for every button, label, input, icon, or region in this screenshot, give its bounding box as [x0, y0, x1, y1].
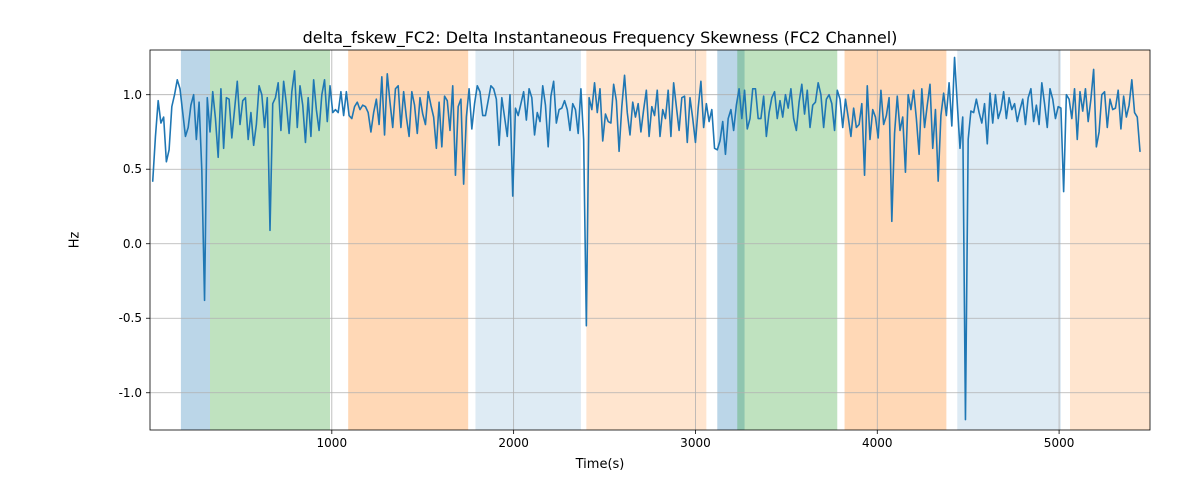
xtick-label: 2000 [498, 436, 529, 450]
plot-area [0, 0, 1200, 500]
ytick-label: 0.5 [123, 162, 142, 176]
ytick-label: 1.0 [123, 88, 142, 102]
ytick-label: -1.0 [119, 386, 142, 400]
xtick-label: 5000 [1044, 436, 1075, 450]
ytick-label: -0.5 [119, 311, 142, 325]
span [586, 50, 706, 430]
xtick-label: 4000 [862, 436, 893, 450]
figure: delta_fskew_FC2: Delta Instantaneous Fre… [0, 0, 1200, 500]
xtick-label: 3000 [680, 436, 711, 450]
xtick-label: 1000 [317, 436, 348, 450]
ytick-label: 0.0 [123, 237, 142, 251]
